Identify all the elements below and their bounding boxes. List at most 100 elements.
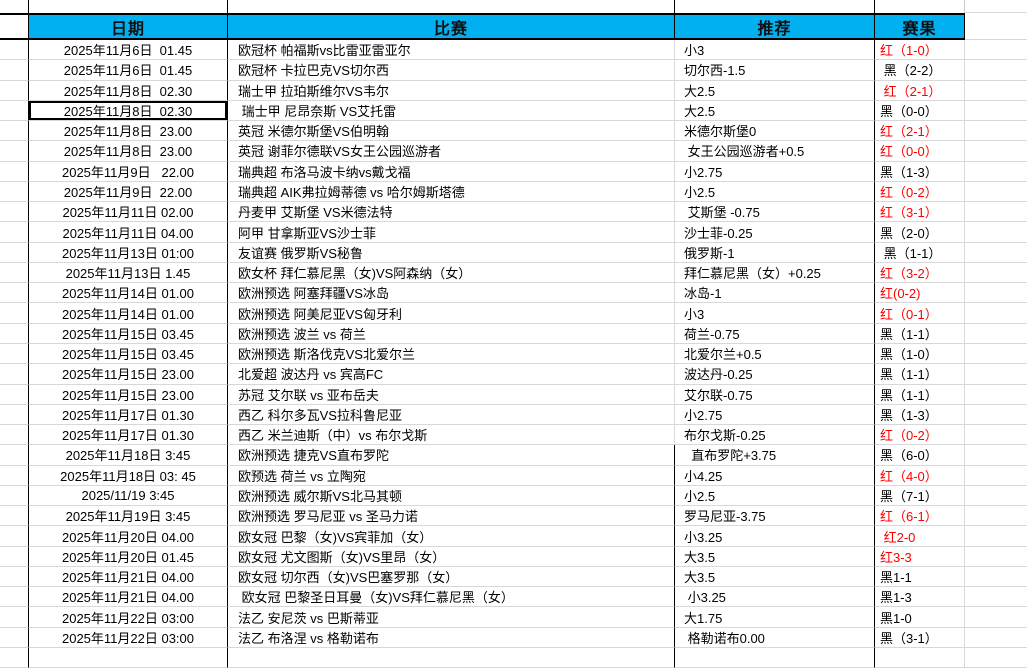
grid-cell[interactable]: [965, 547, 1027, 567]
date-cell[interactable]: 2025年11月15日 23.00: [29, 384, 228, 405]
grid-cell[interactable]: [965, 202, 1027, 223]
row-margin-cell[interactable]: [0, 526, 29, 547]
result-cell[interactable]: 黑（2-2）: [875, 60, 965, 81]
row-margin-cell[interactable]: [0, 465, 29, 486]
result-cell[interactable]: 黑（1-1）: [875, 364, 965, 385]
match-cell[interactable]: 瑞典超 AIK弗拉姆蒂德 vs 哈尔姆斯塔德: [228, 181, 675, 203]
match-cell[interactable]: 欧冠杯 卡拉巴克VS切尔西: [228, 60, 675, 81]
result-cell[interactable]: 黑（2-0）: [875, 222, 965, 243]
date-cell[interactable]: [29, 647, 228, 668]
date-cell[interactable]: 2025年11月13日 01:00: [29, 242, 228, 263]
result-cell[interactable]: 黑（3-1）: [875, 627, 965, 648]
match-cell[interactable]: 瑞典超 布洛马波卡纳vs戴戈福: [228, 161, 675, 182]
grid-cell[interactable]: [965, 243, 1027, 263]
date-cell[interactable]: 2025年11月20日 04.00: [29, 526, 228, 547]
grid-cell[interactable]: [965, 628, 1027, 648]
row-margin-cell[interactable]: [0, 202, 29, 223]
row-margin-cell[interactable]: [0, 506, 29, 527]
result-cell[interactable]: 红（0-2）: [875, 181, 965, 203]
match-cell[interactable]: 欧洲预选 阿塞拜疆VS冰岛: [228, 283, 675, 304]
match-cell[interactable]: 英冠 谢菲尔德联VS女王公园巡游者: [228, 141, 675, 162]
recommend-cell[interactable]: 米德尔斯堡0: [675, 121, 875, 142]
recommend-cell[interactable]: 格勒诺布0.00: [675, 627, 875, 648]
grid-cell[interactable]: [965, 364, 1027, 385]
recommend-cell[interactable]: 直布罗陀+3.75: [675, 445, 875, 466]
date-cell[interactable]: 2025年11月8日 23.00: [29, 121, 228, 142]
recommend-cell[interactable]: 小2.5: [675, 181, 875, 203]
row-margin-cell[interactable]: [0, 181, 29, 203]
recommend-cell[interactable]: 布尔戈斯-0.25: [675, 425, 875, 446]
date-cell[interactable]: 2025年11月17日 01.30: [29, 404, 228, 426]
row-margin-cell[interactable]: [0, 485, 29, 507]
header-result[interactable]: 赛果: [875, 13, 965, 40]
recommend-cell[interactable]: 小3.25: [675, 526, 875, 547]
header-empty-cell[interactable]: [965, 13, 1027, 40]
result-cell[interactable]: 黑1-1: [875, 566, 965, 588]
grid-cell[interactable]: [875, 0, 965, 13]
result-cell[interactable]: 黑（1-1）: [875, 384, 965, 405]
row-margin-cell[interactable]: [0, 364, 29, 385]
result-cell[interactable]: 黑（1-3）: [875, 161, 965, 182]
recommend-cell[interactable]: 小3: [675, 303, 875, 324]
date-cell[interactable]: 2025年11月22日 03:00: [29, 607, 228, 628]
row-margin-cell[interactable]: [0, 121, 29, 142]
grid-cell[interactable]: [965, 405, 1027, 426]
date-cell[interactable]: 2025年11月18日 3:45: [29, 445, 228, 466]
grid-cell[interactable]: [965, 607, 1027, 628]
grid-cell[interactable]: [965, 81, 1027, 101]
date-cell[interactable]: 2025年11月22日 03:00: [29, 627, 228, 648]
row-margin-cell[interactable]: [0, 343, 29, 365]
match-cell[interactable]: 欧预选 荷兰 vs 立陶宛: [228, 465, 675, 486]
grid-cell[interactable]: [965, 425, 1027, 446]
result-cell[interactable]: 黑（1-1）: [875, 323, 965, 344]
row-margin-cell[interactable]: [0, 546, 29, 567]
row-margin-cell[interactable]: [0, 141, 29, 162]
recommend-cell[interactable]: 罗马尼亚-3.75: [675, 506, 875, 527]
grid-cell[interactable]: [965, 648, 1027, 668]
row-margin-cell[interactable]: [0, 262, 29, 284]
grid-cell[interactable]: [965, 182, 1027, 203]
date-cell[interactable]: 2025年11月15日 03.45: [29, 343, 228, 365]
result-cell[interactable]: 红（2-1）: [875, 80, 965, 101]
match-cell[interactable]: 欧洲预选 斯洛伐克VS北爱尔兰: [228, 343, 675, 365]
result-cell[interactable]: 红（0-0）: [875, 141, 965, 162]
recommend-cell[interactable]: 大3.5: [675, 566, 875, 588]
date-cell[interactable]: 2025年11月9日 22.00: [29, 181, 228, 203]
date-cell[interactable]: 2025年11月8日 23.00: [29, 141, 228, 162]
date-cell[interactable]: 2025年11月6日 01.45: [29, 40, 228, 61]
match-cell[interactable]: 欧洲预选 捷克VS直布罗陀: [228, 445, 675, 466]
match-cell[interactable]: 友谊赛 俄罗斯VS秘鲁: [228, 242, 675, 263]
row-margin-cell[interactable]: [0, 323, 29, 344]
row-margin-cell[interactable]: [0, 384, 29, 405]
recommend-cell[interactable]: 大1.75: [675, 607, 875, 628]
result-cell[interactable]: 黑（1-1）: [875, 242, 965, 263]
date-cell[interactable]: 2025年11月11日 02.00: [29, 202, 228, 223]
header-date[interactable]: 日期: [29, 13, 228, 40]
recommend-cell[interactable]: 冰岛-1: [675, 283, 875, 304]
match-cell[interactable]: 欧冠杯 帕福斯vs比雷亚雷亚尔: [228, 40, 675, 61]
match-cell[interactable]: [228, 647, 675, 668]
match-cell[interactable]: 瑞士甲 尼昂奈斯 VS艾托雷: [228, 100, 675, 122]
match-cell[interactable]: 北爱超 波达丹 vs 宾高FC: [228, 364, 675, 385]
grid-cell[interactable]: [965, 40, 1027, 61]
result-cell[interactable]: 黑（1-0）: [875, 343, 965, 365]
match-cell[interactable]: 西乙 米兰迪斯（中）vs 布尔戈斯: [228, 425, 675, 446]
match-cell[interactable]: 欧洲预选 威尔斯VS北马其顿: [228, 485, 675, 507]
match-cell[interactable]: 欧女冠 尤文图斯（女)VS里昂（女）: [228, 546, 675, 567]
grid-cell[interactable]: [965, 101, 1027, 122]
result-cell[interactable]: 红2-0: [875, 526, 965, 547]
row-margin-cell[interactable]: [0, 425, 29, 446]
grid-cell[interactable]: [965, 121, 1027, 142]
recommend-cell[interactable]: 小2.75: [675, 404, 875, 426]
recommend-cell[interactable]: [675, 647, 875, 668]
grid-cell[interactable]: [675, 0, 875, 13]
grid-cell[interactable]: [228, 0, 675, 13]
recommend-cell[interactable]: 北爱尔兰+0.5: [675, 343, 875, 365]
row-margin-cell[interactable]: [0, 303, 29, 324]
recommend-cell[interactable]: 小3.25: [675, 587, 875, 608]
result-cell[interactable]: 红（3-2）: [875, 262, 965, 284]
recommend-cell[interactable]: 艾尔联-0.75: [675, 384, 875, 405]
recommend-cell[interactable]: 波达丹-0.25: [675, 364, 875, 385]
row-margin-cell[interactable]: [0, 100, 29, 122]
date-cell[interactable]: 2025年11月21日 04.00: [29, 566, 228, 588]
